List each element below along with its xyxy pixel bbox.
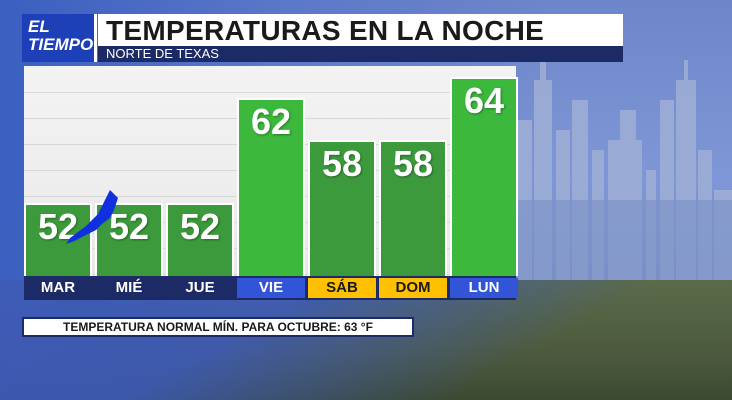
logo-line1: EL bbox=[28, 17, 50, 36]
day-label: DOM bbox=[379, 278, 447, 298]
day-label: SÁB bbox=[308, 278, 376, 298]
el-tiempo-logo: EL TIEMPO bbox=[22, 14, 97, 62]
bar-value-label: 58 bbox=[321, 142, 363, 184]
page-subtitle: NORTE DE TEXAS bbox=[106, 46, 219, 61]
day-label: VIE bbox=[237, 278, 305, 298]
normal-temperature-box: TEMPERATURA NORMAL MÍN. PARA OCTUBRE: 63… bbox=[22, 317, 414, 337]
normal-temperature-text: TEMPERATURA NORMAL MÍN. PARA OCTUBRE: 63… bbox=[63, 320, 373, 334]
grid-line bbox=[24, 92, 516, 93]
title-bar: TEMPERATURAS EN LA NOCHE bbox=[98, 14, 623, 46]
radar-blob-shape bbox=[66, 190, 118, 244]
city-skyline-image bbox=[500, 60, 732, 280]
chart-panel: 52 52 52 62 58 58 64 bbox=[24, 66, 518, 276]
bar-value-label: 58 bbox=[392, 142, 434, 184]
logo-line2: TIEMPO bbox=[28, 35, 94, 54]
bar-value-label: 52 bbox=[108, 205, 150, 247]
bar-value-label: 64 bbox=[463, 79, 505, 121]
logo-text: EL TIEMPO bbox=[28, 18, 93, 54]
day-label: MAR bbox=[40, 279, 76, 296]
bar-4: 62 bbox=[237, 97, 305, 276]
bar-6: 58 bbox=[379, 139, 447, 276]
subtitle-bar: NORTE DE TEXAS bbox=[98, 46, 623, 62]
bar-value-label: 62 bbox=[250, 100, 292, 142]
bar-5: 58 bbox=[308, 139, 376, 276]
bar-3: 52 bbox=[166, 202, 234, 276]
bar-value-label: 52 bbox=[179, 205, 221, 247]
ground-overlay bbox=[0, 280, 732, 400]
page-title: TEMPERATURAS EN LA NOCHE bbox=[106, 15, 545, 46]
day-label: LUN bbox=[450, 278, 518, 298]
day-label: JUE bbox=[185, 279, 215, 296]
day-label: MIÉ bbox=[115, 279, 143, 296]
bar-1: 52 bbox=[24, 202, 92, 276]
bar-7: 64 bbox=[450, 76, 518, 276]
day-labels-row: MAR MIÉ JUE VIE SÁB DOM LUN bbox=[24, 276, 518, 300]
